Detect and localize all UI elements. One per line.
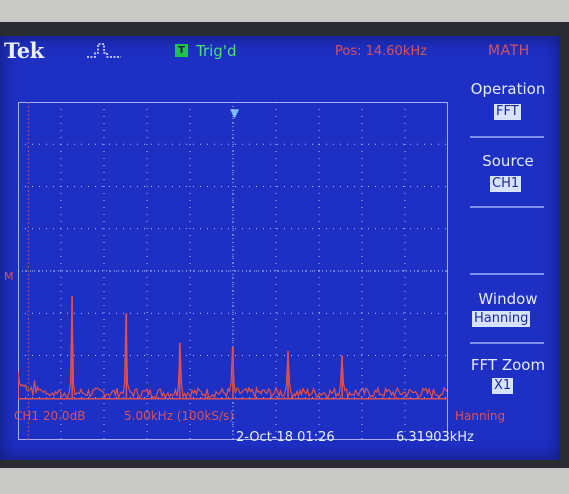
trigger-frequency-readout: 6.31903kHz [396,430,474,445]
horizontal-position: Pos: 14.60kHz [335,44,427,59]
window-button[interactable]: Hanning [472,311,531,327]
trigger-icon: T [175,44,188,57]
window-title: Window [478,290,538,308]
menu-divider [470,206,544,208]
status-bar: Tek T Trig'd Pos: 14.60kHz MATH [0,36,560,64]
math-reference-marker: M [4,270,14,283]
waveform-display [18,102,448,440]
fft-plot [18,102,448,440]
source-button[interactable]: CH1 [490,176,522,192]
ch1-scale-readout: CH1 20.0dB [14,409,86,423]
acquire-mode-icon [87,43,121,58]
menu-divider [470,273,544,275]
menu-divider [470,136,544,138]
brand-logo: Tek [4,38,44,63]
operation-button[interactable]: FFT [494,104,521,120]
window-readout: Hanning [455,409,506,423]
trigger-position-arrow-icon: ▼ [230,106,240,120]
fft-zoom-title: FFT Zoom [470,356,546,374]
source-title: Source [482,152,534,170]
date-time-readout: 2-Oct-18 01:26 [236,430,335,445]
operation-title: Operation [470,80,546,98]
trigger-status: Trig'd [196,42,237,60]
fft-zoom-button[interactable]: X1 [492,378,514,394]
menu-divider [470,342,544,344]
menu-mode-label: MATH [488,43,530,59]
timebase-readout: 5.00kHz (100kS/s) [124,409,234,423]
scope-screen: Tek T Trig'd Pos: 14.60kHz MATH ▼ M Oper… [0,36,560,460]
